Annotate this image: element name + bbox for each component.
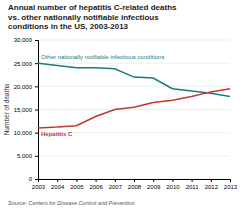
title: Annual number of hepatitis C-related dea…	[8, 3, 177, 31]
x-tick-label: 2012	[205, 184, 219, 190]
line	[38, 63, 230, 96]
line	[38, 89, 230, 128]
x-tick: 2013	[224, 179, 238, 190]
x-tick: 2005	[70, 179, 84, 190]
x-tick-mark	[115, 179, 116, 182]
y-tick-label: 0	[29, 176, 33, 182]
y-tick: 15,000	[14, 107, 38, 113]
x-tick-label: 2011	[186, 184, 200, 190]
x-tick: 2006	[89, 179, 103, 190]
x-tick: 2012	[205, 179, 219, 190]
grid-line	[38, 40, 230, 41]
x-tick-mark	[230, 179, 231, 182]
y-tick-mark	[35, 179, 38, 180]
x-tick: 2007	[109, 179, 123, 190]
y-tick: 25,000	[14, 61, 38, 67]
y-tick-mark	[35, 63, 38, 64]
grid	[38, 40, 230, 179]
y-tick-label: 10,000	[14, 130, 33, 136]
plot: 0 5,000 10,000 15,000 20,000 25,000 30,000 2003…	[14, 37, 238, 190]
x-tick-mark	[38, 179, 39, 182]
y-tick: 20,000	[14, 84, 38, 90]
source: Source: Centers for Disease Control and …	[8, 200, 135, 206]
x-tick-label: 2010	[166, 184, 180, 190]
x-tick-mark	[211, 179, 212, 182]
title-line: conditions in the US, 2003-2013	[8, 22, 129, 31]
x-tick-label: 2007	[109, 184, 123, 190]
x-tick-mark	[96, 179, 97, 182]
grid-line	[38, 86, 230, 87]
x-axis: 2003 2004 2005 2006 2007 2008 2009 2010 2011 2012…	[32, 179, 238, 190]
y-tick-label: 30,000	[14, 37, 33, 43]
x-tick: 2011	[186, 179, 200, 190]
x-tick: 2008	[128, 179, 142, 190]
y-tick-label: 5,000	[17, 153, 33, 159]
x-tick-label: 2009	[147, 184, 161, 190]
lines	[38, 63, 230, 128]
x-axis-line	[39, 180, 231, 183]
line-labels: Other nationally notifiable infectious c…	[41, 54, 164, 137]
chart: Annual number of hepatitis C-related dea…	[0, 0, 240, 209]
title-line: Annual number of hepatitis C-related dea…	[8, 3, 177, 12]
series-label: Other nationally notifiable infectious c…	[41, 54, 164, 60]
x-tick-label: 2004	[51, 184, 65, 190]
y-tick: 30,000	[14, 37, 38, 43]
y-tick-mark	[35, 86, 38, 87]
x-tick: 2004	[51, 179, 65, 190]
x-tick-mark	[57, 179, 58, 182]
x-tick-label: 2003	[32, 184, 46, 190]
series-label: Hepatitis C	[41, 131, 73, 137]
y-tick-label: 20,000	[14, 84, 33, 90]
y-tick-mark	[35, 110, 38, 111]
grid-line	[38, 63, 230, 64]
x-tick: 2010	[166, 179, 180, 190]
y-tick-mark	[35, 133, 38, 134]
x-tick-mark	[192, 179, 193, 182]
x-tick-label: 2013	[224, 184, 238, 190]
y-tick-label: 15,000	[14, 107, 33, 113]
y-tick: 5,000	[17, 153, 38, 159]
y-axis-line	[35, 41, 39, 180]
y-axis-label: Number of deaths	[3, 83, 10, 135]
y-axis: 0 5,000 10,000 15,000 20,000 25,000 30,000	[14, 37, 39, 182]
y-tick-mark	[35, 40, 38, 41]
x-tick-label: 2008	[128, 184, 142, 190]
grid-line	[38, 155, 230, 156]
y-tick: 0	[29, 176, 38, 182]
y-tick-label: 25,000	[14, 61, 33, 67]
title-line: vs. other nationally notifiable infectio…	[8, 13, 159, 22]
y-tick: 10,000	[14, 130, 38, 136]
y-tick-mark	[35, 156, 38, 157]
x-tick-mark	[76, 179, 77, 182]
x-tick-mark	[134, 179, 135, 182]
grid-line	[38, 109, 230, 110]
x-tick-mark	[172, 179, 173, 182]
x-tick-label: 2005	[70, 184, 84, 190]
x-tick-label: 2006	[89, 184, 103, 190]
x-tick: 2009	[147, 179, 161, 190]
x-tick-mark	[153, 179, 154, 182]
x-tick: 2003	[32, 179, 46, 190]
